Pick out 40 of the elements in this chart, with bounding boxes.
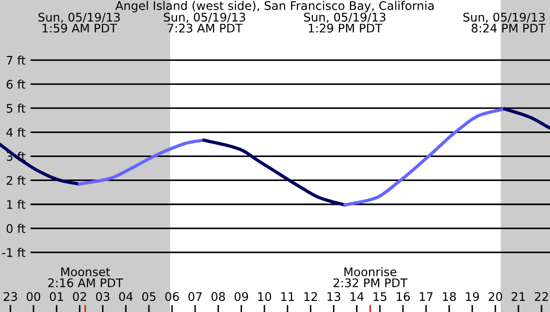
x-tick-label: 06 [165, 292, 179, 301]
x-tick-label: 05 [142, 292, 156, 301]
x-tick-label: 19 [466, 292, 479, 301]
x-tick-label: 13 [327, 292, 340, 301]
x-tick-label: 18 [442, 292, 456, 301]
x-tick-label: 15 [374, 292, 386, 301]
y-tick-label: -1 ft [2, 248, 26, 257]
y-tick-label: 6 ft [6, 80, 26, 89]
annotation: Moonset 2:16 AM PDT [48, 267, 124, 288]
y-tick-label: 7 ft [6, 56, 26, 65]
annotation: Sun, 05/19/13 1:29 PM PDT [304, 12, 386, 33]
y-tick-label: 5 ft [6, 104, 26, 113]
y-tick-label: 4 ft [6, 128, 26, 137]
x-tick-label: 14 [350, 292, 364, 301]
x-tick-label: 10 [258, 292, 272, 301]
y-tick-label: 2 ft [6, 176, 26, 185]
x-tick-label: 16 [396, 292, 410, 301]
x-tick-label: 00 [26, 292, 40, 301]
y-tick-label: 3 ft [6, 152, 26, 161]
x-tick-label: 21 [512, 292, 525, 301]
y-tick-label: 1 ft [7, 200, 26, 209]
x-tick-label: 12 [304, 292, 317, 301]
x-tick-label: 03 [96, 292, 110, 301]
y-tick-label: 0 ft [6, 224, 26, 234]
chart-title: Angel Island (west side), San Francisco Bay, California [115, 0, 434, 12]
x-tick-label: 20 [488, 292, 502, 301]
x-tick-label: 11 [281, 292, 294, 301]
x-tick-label: 09 [234, 292, 248, 301]
x-tick-label: 08 [211, 292, 225, 301]
x-tick-label: 04 [119, 292, 133, 301]
annotation: Sun, 05/19/13 1:59 AM PDT [38, 12, 120, 33]
annotation: Sun, 05/19/13 7:23 AM PDT [164, 12, 246, 33]
x-tick-label: 23 [4, 292, 17, 301]
x-tick-label: 07 [188, 292, 202, 301]
x-tick-label: 17 [420, 292, 433, 301]
x-tick-label: 01 [50, 292, 63, 301]
x-tick-label: 22 [534, 292, 548, 301]
annotation: Moonrise 2:32 PM PDT [334, 267, 408, 288]
x-tick-label: 02 [72, 292, 86, 301]
annotation: Sun, 05/19/13 8:24 PM PDT [463, 12, 546, 33]
